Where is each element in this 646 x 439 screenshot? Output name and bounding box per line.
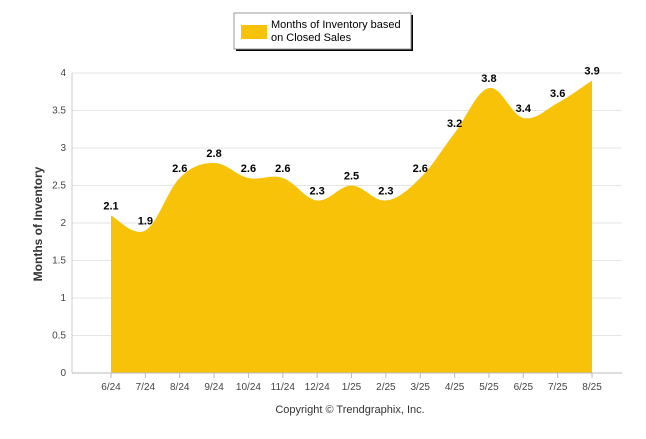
y-tick-label: 1 xyxy=(60,293,66,304)
x-tick-label: 2/25 xyxy=(376,382,396,393)
data-label: 3.6 xyxy=(550,88,565,100)
data-label: 2.3 xyxy=(378,186,393,198)
data-label: 2.3 xyxy=(310,186,325,198)
x-tick-label: 8/25 xyxy=(582,382,602,393)
x-tick-label: 1/25 xyxy=(342,382,362,393)
copyright-footer: Copyright © Trendgraphix, Inc. xyxy=(275,404,424,416)
x-tick-label: 11/24 xyxy=(271,382,296,393)
data-label: 2.6 xyxy=(241,163,256,175)
data-label: 2.5 xyxy=(344,171,359,183)
x-tick-label: 10/24 xyxy=(236,382,261,393)
y-axis-title: Months of Inventory xyxy=(31,166,45,281)
x-tick-label: 12/24 xyxy=(305,382,330,393)
data-label: 3.2 xyxy=(447,118,462,130)
y-tick-label: 0 xyxy=(60,368,66,379)
data-label: 2.6 xyxy=(172,163,187,175)
y-tick-label: 1.5 xyxy=(52,256,66,267)
x-tick-label: 7/25 xyxy=(548,382,568,393)
x-tick-label: 9/24 xyxy=(204,382,224,393)
y-tick-label: 4 xyxy=(60,68,66,79)
y-tick-label: 3.5 xyxy=(52,106,66,117)
legend-swatch xyxy=(241,25,267,39)
data-label: 1.9 xyxy=(138,216,153,228)
y-tick-label: 2.5 xyxy=(52,181,66,192)
data-label: 3.8 xyxy=(481,73,496,85)
data-label: 3.4 xyxy=(516,103,532,115)
x-tick-label: 7/24 xyxy=(136,382,156,393)
legend: Months of Inventory based on Closed Sale… xyxy=(234,13,413,51)
x-tick-label: 3/25 xyxy=(411,382,431,393)
series-area xyxy=(111,81,592,374)
legend-line-2: on Closed Sales xyxy=(271,32,352,44)
data-label: 2.6 xyxy=(275,163,290,175)
area-layer xyxy=(111,81,592,374)
data-label: 2.1 xyxy=(103,201,118,213)
y-tick-label: 2 xyxy=(60,218,66,229)
x-tick-label: 4/25 xyxy=(445,382,465,393)
data-label: 2.8 xyxy=(206,148,221,160)
legend-line-1: Months of Inventory based xyxy=(271,19,401,31)
x-tick-label: 6/24 xyxy=(101,382,121,393)
x-tick-label: 6/25 xyxy=(514,382,534,393)
y-tick-label: 0.5 xyxy=(52,331,66,342)
data-label: 2.6 xyxy=(413,163,428,175)
y-tick-label: 3 xyxy=(60,143,66,154)
x-tick-label: 5/25 xyxy=(479,382,499,393)
data-label: 3.9 xyxy=(584,66,599,78)
x-tick-label: 8/24 xyxy=(170,382,190,393)
